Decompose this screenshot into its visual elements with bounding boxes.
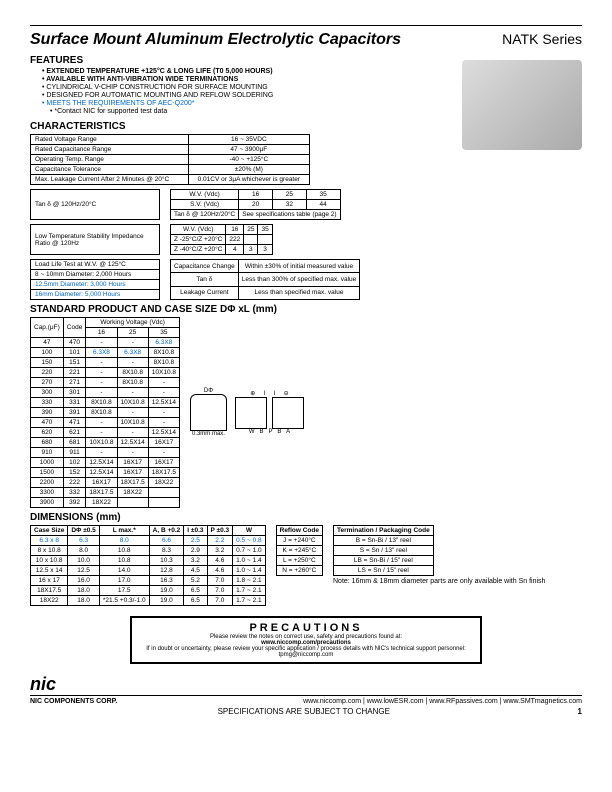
corp-name: NIC COMPONENTS CORP. (30, 698, 117, 705)
series-label: NATK Series (502, 31, 582, 47)
std-table: Cap.(μF)CodeWorking Voltage (Vdc)1625354… (30, 317, 180, 508)
lifetest-table: Capacitance ChangeWithin ±30% of initial… (170, 259, 360, 300)
lifetest-label: Load Life Test at W.V. @ 125°C 8 ~ 10mm … (30, 259, 160, 300)
lts-label: Low Temperature Stability Impedance Rati… (31, 225, 160, 255)
nic-logo: nic (30, 674, 56, 695)
tan-label: Tan δ @ 120Hz/20°C (31, 190, 160, 220)
char-table-1: Rated Voltage Range16 ~ 35VDCRated Capac… (30, 134, 310, 185)
page-num: 1 (578, 707, 582, 716)
spec-note: SPECIFICATIONS ARE SUBJECT TO CHANGE (218, 707, 390, 716)
footer-urls: www.niccomp.com | www.lowESR.com | www.R… (303, 698, 582, 705)
page-title: Surface Mount Aluminum Electrolytic Capa… (30, 31, 401, 49)
dim-table: Case SizeDΦ ±0.5L max.*A, B +0.2I ±0.3P … (30, 525, 266, 606)
product-image (462, 60, 582, 150)
dim-heading: DIMENSIONS (mm) (30, 512, 582, 523)
lts-label-table: Low Temperature Stability Impedance Rati… (30, 224, 160, 255)
std-heading: STANDARD PRODUCT AND CASE SIZE DΦ xL (mm… (30, 304, 582, 315)
dimension-diagram: DΦ 0.3mm max. ⊕ I I ⊖ W B P B A (190, 317, 304, 508)
lts-table: W.V. (Vdc)162535Z -25°C/Z +20°C222Z -40°… (170, 224, 273, 255)
reflow-table: Reflow CodeJ = +240°CK = +245°CL = +250°… (276, 525, 323, 576)
term-table: Termination / Packaging CodeB = Sn-Bi / … (333, 525, 434, 576)
precautions-box: PRECAUTIONS Please review the notes on c… (130, 616, 482, 664)
term-note: Note: 16mm & 18mm diameter parts are onl… (333, 578, 545, 585)
char-table-tan-vals: W.V. (Vdc)162535S.V. (Vdc)203244Tan δ @ … (170, 189, 341, 220)
char-table-tan: Tan δ @ 120Hz/20°C (30, 189, 160, 220)
